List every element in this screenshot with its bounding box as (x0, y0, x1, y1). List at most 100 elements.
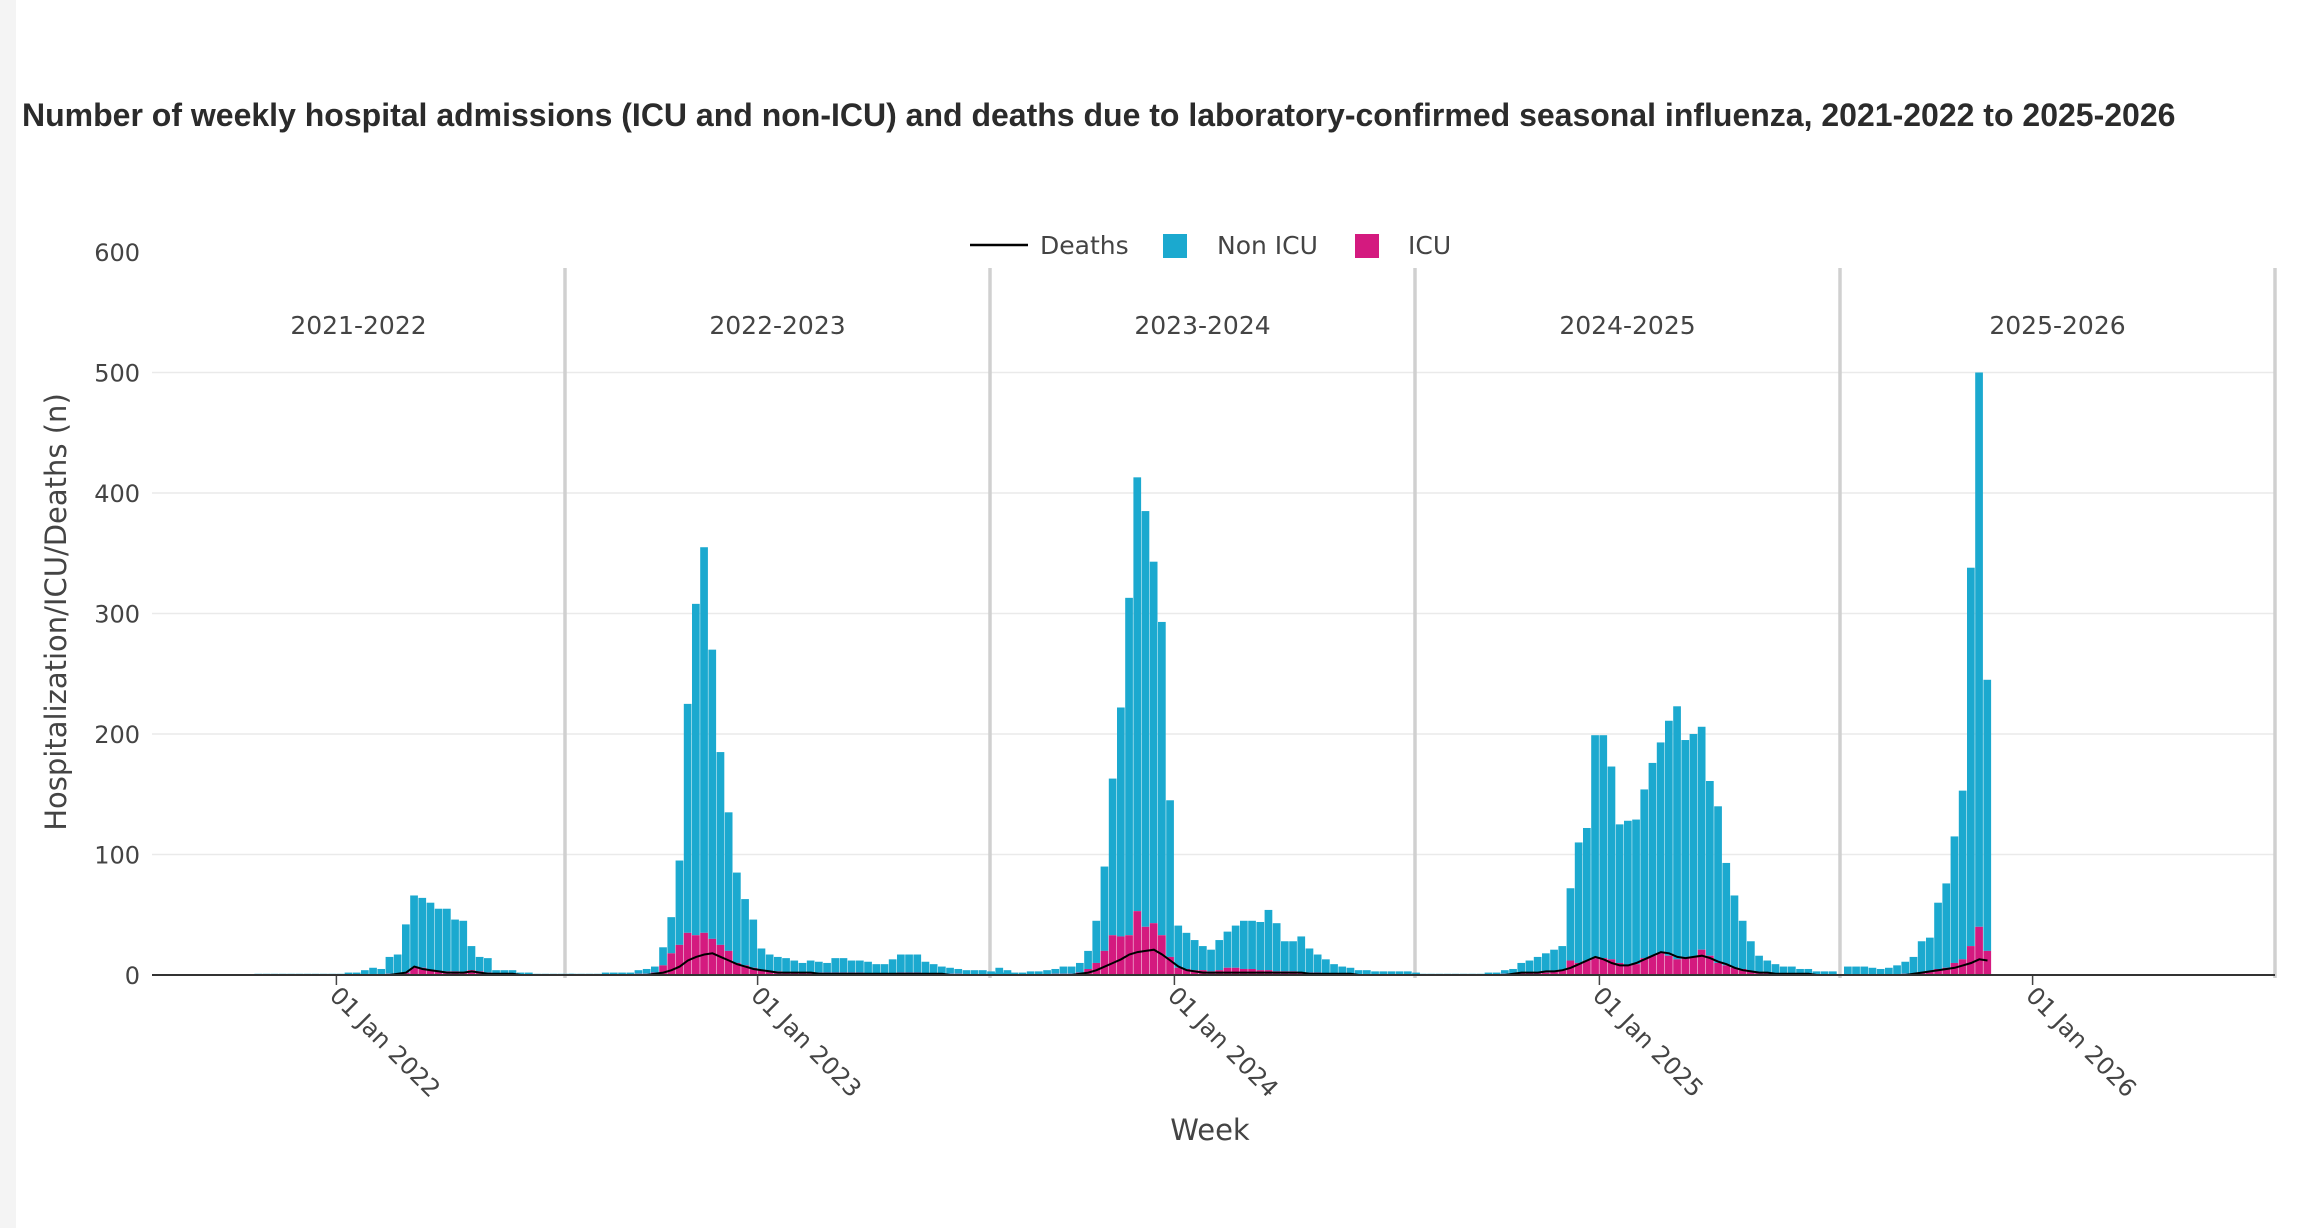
legend-item-deaths[interactable]: Deaths (970, 231, 1129, 260)
bar-icu (1297, 972, 1306, 975)
bar-non-icu (1404, 971, 1412, 975)
bar-non-icu (1018, 972, 1027, 975)
bar-icu (1950, 962, 1959, 975)
bar-non-icu (798, 962, 807, 973)
bar-non-icu (508, 970, 517, 974)
bar-non-icu (938, 966, 946, 974)
bar-icu (1117, 936, 1125, 975)
bar-non-icu (1190, 940, 1199, 971)
bar-non-icu (774, 956, 782, 972)
y-tick-label: 500 (94, 360, 140, 388)
bar-icu (418, 967, 427, 975)
season-panel-2023-2024: 2023-2024 (988, 268, 1271, 978)
bar-non-icu (1975, 372, 1983, 927)
bar-non-icu (1868, 967, 1877, 975)
bar-non-icu (1901, 961, 1910, 974)
bar-non-icu (1689, 734, 1698, 957)
bar-non-icu (1289, 941, 1297, 972)
bar-non-icu (1067, 966, 1076, 974)
bar-non-icu (1747, 941, 1755, 972)
bar-non-icu (1706, 780, 1714, 956)
bar-icu (1223, 967, 1232, 975)
legend-item-non-icu[interactable]: Non ICU (1163, 231, 1318, 260)
bar-non-icu (1804, 968, 1813, 974)
bar-non-icu (1820, 971, 1829, 975)
bar-non-icu (733, 872, 741, 963)
bar-non-icu (1771, 964, 1780, 974)
legend-item-icu[interactable]: ICU (1355, 231, 1451, 260)
bar-non-icu (659, 947, 667, 966)
bar-icu (1542, 972, 1550, 975)
bar-non-icu (1722, 862, 1731, 966)
bar-icu (716, 944, 725, 975)
bar-icu (1599, 958, 1608, 975)
bar-icu (1706, 955, 1714, 975)
legend[interactable]: Deaths Non ICU ICU (970, 231, 1451, 260)
bar-icu (1689, 956, 1698, 975)
x-tick-label: 01 Jan 2024 (1162, 981, 1284, 1103)
bar-non-icu (1852, 966, 1860, 975)
bar-icu (1681, 956, 1690, 975)
x-tick-label: 01 Jan 2025 (1587, 981, 1709, 1103)
bar-icu (1738, 968, 1747, 975)
bar-non-icu (1256, 921, 1265, 971)
bar-icu (426, 970, 435, 975)
bar-icu (1133, 911, 1142, 975)
bar-non-icu (1223, 931, 1232, 968)
season-panels: 2021-2022 2022-2023 2023-2024 2024-2025 2025… (290, 268, 2277, 978)
bar-icu (1942, 967, 1951, 975)
bar-non-icu (905, 954, 913, 973)
bar-icu (806, 972, 815, 975)
bar-icu (1967, 946, 1975, 975)
bar-non-icu (839, 958, 848, 973)
bar-non-icu (1673, 706, 1681, 960)
bar-icu (402, 972, 410, 975)
bar-non-icu (864, 961, 872, 974)
bar-non-icu (651, 966, 659, 973)
bar-non-icu (377, 968, 386, 975)
bar-icu (1517, 972, 1526, 975)
bar-non-icu (700, 547, 708, 933)
bar-icu (1190, 970, 1199, 975)
bar-icu (1550, 971, 1558, 975)
bar-icu (790, 972, 799, 975)
bar-non-icu (1533, 956, 1542, 973)
bar-non-icu (946, 967, 954, 974)
bar-non-icu (1125, 597, 1133, 936)
bar-icu (1574, 962, 1583, 975)
season-panel-2022-2023: 2022-2023 (563, 268, 846, 978)
legend-label: Non ICU (1217, 231, 1318, 260)
bar-non-icu (369, 967, 377, 975)
legend-swatch (1355, 234, 1379, 258)
bar-non-icu (749, 919, 758, 968)
bar-non-icu (1182, 932, 1191, 969)
bar-icu (1926, 971, 1934, 975)
bar-non-icu (1967, 567, 1975, 947)
bar-non-icu (1665, 720, 1673, 956)
bar-non-icu (484, 958, 492, 973)
bar-non-icu (880, 964, 889, 974)
season-label: 2025-2026 (1989, 311, 2125, 340)
bar-non-icu (741, 899, 749, 966)
bar-non-icu (1763, 960, 1772, 973)
bar-non-icu (1796, 968, 1804, 974)
bar-non-icu (1517, 962, 1526, 973)
bar-non-icu (856, 960, 864, 973)
bar-non-icu (1525, 960, 1534, 973)
bar-non-icu (1363, 970, 1371, 975)
bar-non-icu (344, 972, 353, 975)
bar-non-icu (1026, 971, 1035, 975)
bar-non-icu (418, 897, 427, 968)
season-panel-2025-2026: 2025-2026 (1838, 268, 2277, 978)
season-bars-2024-2025 (1419, 706, 1837, 975)
bar-non-icu (1059, 966, 1068, 974)
bar-non-icu (1387, 971, 1396, 975)
bar-non-icu (1272, 923, 1281, 972)
bar-non-icu (1043, 970, 1051, 975)
bar-icu (708, 938, 717, 975)
bar-non-icu (1395, 971, 1404, 975)
bar-non-icu (782, 958, 790, 973)
bar-icu (1632, 964, 1640, 975)
bar-non-icu (1909, 956, 1918, 974)
bar-non-icu (434, 908, 443, 972)
